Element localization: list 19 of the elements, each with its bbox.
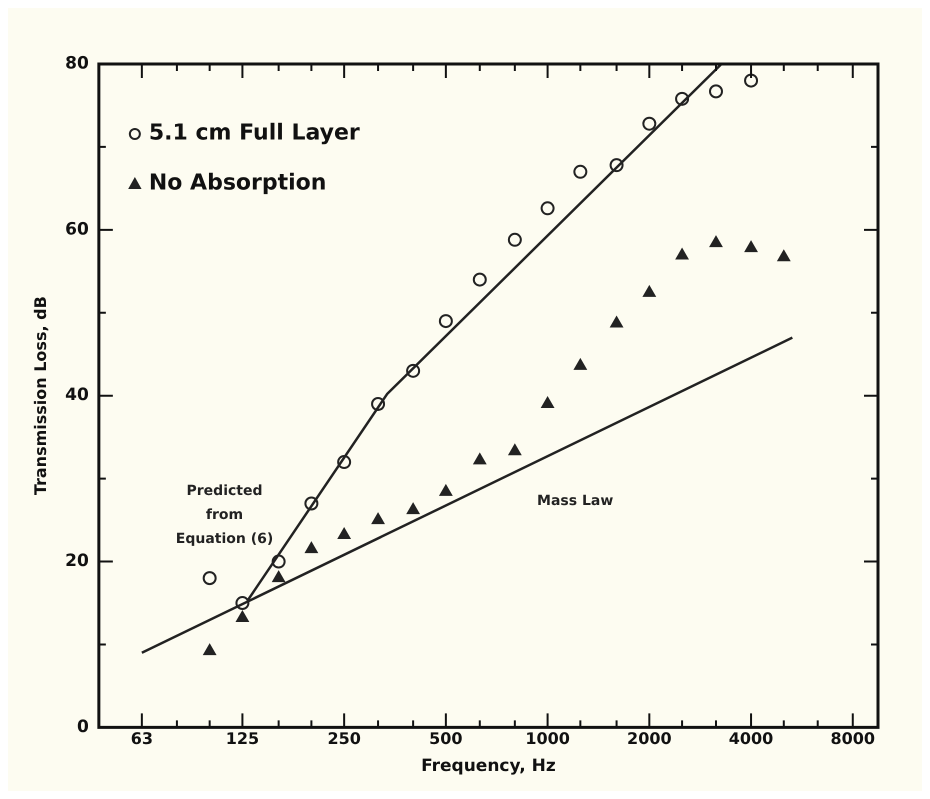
x-tick-label: 63 bbox=[130, 729, 153, 748]
x-tick-label: 8000 bbox=[830, 729, 876, 748]
y-tick-label: 20 bbox=[65, 550, 90, 571]
text: Mass Law bbox=[537, 493, 614, 510]
y-axis-title: Transmission Loss, dB bbox=[30, 296, 50, 496]
x-tick-label: 4000 bbox=[728, 729, 774, 748]
series-label: Predicted from Equation (6) bbox=[176, 482, 274, 547]
x-tick-label: 500 bbox=[429, 729, 463, 748]
y-tick-label: 80 bbox=[65, 53, 90, 74]
x-axis-title: Frequency, Hz bbox=[421, 756, 556, 776]
x-tick-label: 1000 bbox=[525, 729, 570, 748]
y-tick-label: 40 bbox=[65, 385, 90, 406]
legend-label: No Absorption bbox=[148, 170, 326, 196]
x-tick-label: 250 bbox=[327, 729, 361, 748]
x-tick-label: 125 bbox=[226, 729, 260, 748]
x-tick-label: 2000 bbox=[627, 729, 672, 748]
y-tick-label: 0 bbox=[77, 716, 90, 737]
y-tick-label: 60 bbox=[65, 219, 90, 240]
legend-label: 5.1 cm Full Layer bbox=[148, 120, 360, 146]
